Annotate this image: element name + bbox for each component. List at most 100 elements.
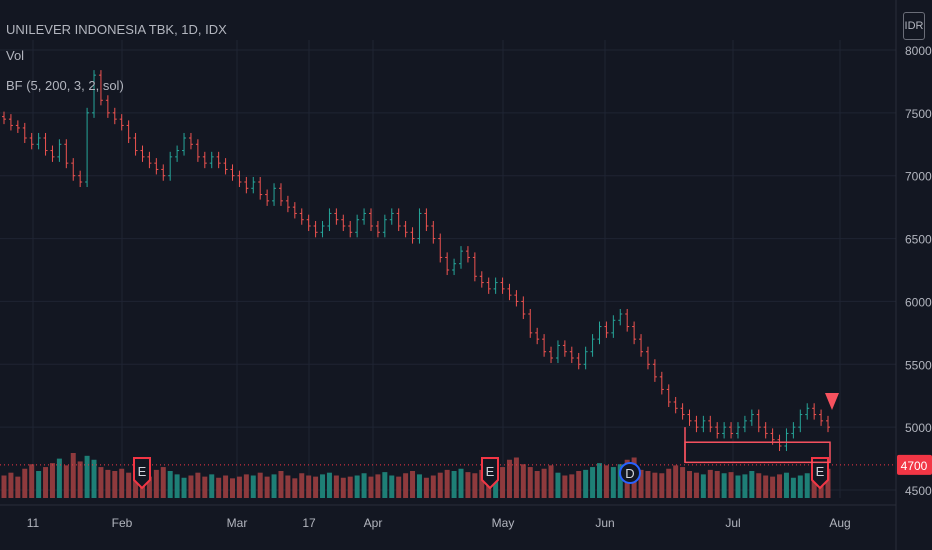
last-price-label: 4700 <box>901 459 928 473</box>
volume-bar <box>541 468 547 498</box>
volume-bar <box>472 473 478 498</box>
volume-bar <box>202 476 208 498</box>
volume-bar <box>29 464 35 498</box>
volume-bar <box>506 459 512 498</box>
y-tick-label: 6500 <box>905 233 932 247</box>
volume-bar <box>777 474 783 498</box>
volume-bar <box>333 475 339 498</box>
sell-signal-arrow <box>825 393 839 410</box>
volume-bar <box>659 473 665 498</box>
ticker-legend[interactable]: UNILEVER INDONESIA TBK, 1D, IDX <box>6 22 227 37</box>
volume-bar <box>63 465 69 498</box>
volume-bar <box>721 473 727 498</box>
volume-bar <box>216 477 222 498</box>
volume-bar <box>416 474 422 498</box>
x-tick-label: Feb <box>112 516 133 530</box>
grid-lines <box>0 0 897 550</box>
volume-bar <box>98 467 104 498</box>
volume-bar <box>576 471 582 498</box>
volume-bar <box>430 475 436 498</box>
volume-bar <box>444 469 450 498</box>
volume-bar <box>396 476 402 498</box>
volume-bar <box>22 468 28 498</box>
volume-bar <box>590 467 596 498</box>
volume-bar <box>804 473 810 498</box>
x-tick-label: Jun <box>595 516 614 530</box>
volume-bar <box>257 472 263 498</box>
volume-bar <box>527 467 533 498</box>
x-tick-label: Jul <box>725 516 740 530</box>
svg-text:E: E <box>486 464 495 479</box>
volume-bar <box>278 471 284 498</box>
volume-bar <box>451 471 457 498</box>
vol-indicator-legend[interactable]: Vol <box>6 48 25 63</box>
y-tick-label: 7500 <box>905 107 932 121</box>
volume-bar <box>458 468 464 498</box>
svg-text:E: E <box>816 464 825 479</box>
volume-bar <box>1 475 7 498</box>
volume-bar <box>271 474 277 498</box>
volume-bar <box>250 475 256 498</box>
volume-bar <box>403 473 409 498</box>
volume-bar <box>368 476 374 498</box>
volume-bar <box>15 476 21 498</box>
volume-bar <box>354 475 360 498</box>
volume-bar <box>596 463 602 498</box>
volume-bar <box>749 471 755 498</box>
volume-bar <box>105 469 111 498</box>
x-tick-label: May <box>492 516 515 530</box>
volume-bar <box>610 467 616 498</box>
volume-bar <box>56 458 62 498</box>
volume-bar <box>673 465 679 498</box>
x-tick-label: Apr <box>364 516 383 530</box>
volume-bar <box>264 476 270 498</box>
volume-bar <box>756 473 762 498</box>
volume-bar <box>112 471 118 498</box>
volume-bar <box>797 475 803 498</box>
volume-bar <box>617 464 623 498</box>
volume-bar <box>500 467 506 498</box>
volume-bar <box>548 465 554 498</box>
volume-bar <box>389 475 395 498</box>
volume-bar <box>465 472 471 498</box>
volume-bar <box>375 474 381 498</box>
volume-bar <box>645 471 651 498</box>
volume-bar <box>763 475 769 498</box>
volume-bar <box>583 469 589 498</box>
volume-bar <box>513 457 519 498</box>
y-tick-label: 6000 <box>905 295 932 309</box>
volume-bar <box>91 459 97 498</box>
volume-bar <box>700 474 706 498</box>
volume-bar <box>693 472 699 498</box>
volume-bar <box>603 465 609 498</box>
volume-bar <box>313 476 319 498</box>
x-tick-label: 11 <box>27 516 40 530</box>
volume-bar <box>770 476 776 498</box>
volume-bar <box>790 477 796 498</box>
bf-indicator-legend[interactable]: BF (5, 200, 3, 2, sol) <box>6 78 124 93</box>
volume-bar <box>133 474 139 498</box>
volume-bar <box>167 471 173 498</box>
volume-bar <box>153 469 159 498</box>
last-price-badge <box>897 454 932 475</box>
volume-bar <box>555 472 561 498</box>
y-tick-label: 5500 <box>905 358 932 372</box>
volume-bar <box>707 469 713 498</box>
volume-bar <box>209 474 215 498</box>
y-tick-label: 8000 <box>905 44 932 58</box>
volume-bar <box>735 475 741 498</box>
volume-bar <box>479 469 485 498</box>
earnings-marker: E <box>481 457 499 490</box>
volume-bar <box>423 477 429 498</box>
dividend-marker: D <box>619 462 641 484</box>
earnings-marker: E <box>133 457 151 490</box>
volume-bar <box>783 472 789 498</box>
y-tick-label: 7000 <box>905 170 932 184</box>
volume-bar <box>36 471 42 498</box>
volume-bar <box>8 472 14 498</box>
volume-bars <box>1 453 831 498</box>
currency-badge[interactable]: IDR <box>903 12 925 40</box>
volume-bar <box>126 472 132 498</box>
